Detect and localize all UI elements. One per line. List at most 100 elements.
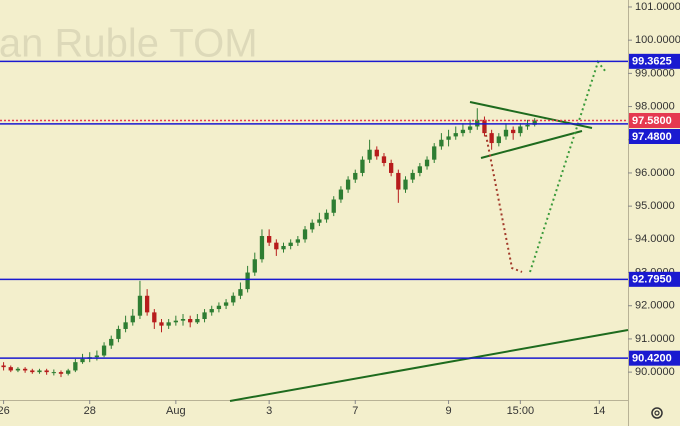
candle-body <box>58 372 64 374</box>
candle-body <box>460 129 466 134</box>
candle-body <box>245 272 250 290</box>
plot-area <box>1 108 537 378</box>
x-tick-label: 3 <box>266 405 272 417</box>
candle-body <box>310 222 315 230</box>
candle-body <box>295 239 301 243</box>
candle-body <box>417 166 423 173</box>
level-label: 97.4800 <box>632 131 672 143</box>
candle-body <box>101 345 107 356</box>
triangle-lower <box>480 130 583 159</box>
candle-body <box>231 295 236 303</box>
candle-body <box>432 146 437 160</box>
candle-body <box>94 355 100 358</box>
candle-body <box>22 368 28 371</box>
candle-body <box>123 322 128 329</box>
candle-body <box>518 126 523 134</box>
level-label-box <box>629 53 680 69</box>
level-label: 92.7950 <box>632 274 672 286</box>
candle-body <box>503 129 509 137</box>
candle-body <box>489 133 494 144</box>
level-label-box <box>629 271 680 287</box>
x-tick-label: 26 <box>0 405 10 417</box>
level-label-box <box>629 128 680 144</box>
candle-body <box>266 236 272 243</box>
candle-body <box>532 120 537 125</box>
candle-body <box>159 322 164 326</box>
candle-body <box>317 219 322 223</box>
x-tick-label: 9 <box>446 405 452 417</box>
y-tick-label: 92.0000 <box>635 300 675 312</box>
y-tick-label: 96.0000 <box>635 167 675 179</box>
y-tick-label: 99.0000 <box>635 67 675 79</box>
candle-body <box>152 312 157 323</box>
candle-body <box>511 129 516 134</box>
y-tick-label: 95.0000 <box>635 200 675 212</box>
candle-body <box>525 124 530 127</box>
candle-body <box>195 319 200 323</box>
candle-body <box>137 295 143 316</box>
candle-body <box>130 315 135 323</box>
y-tick-label: 100.0000 <box>635 34 680 46</box>
candle-body <box>238 289 243 296</box>
candle-body <box>109 338 114 346</box>
candle-body <box>446 136 451 140</box>
candle-body <box>274 242 279 250</box>
x-tick-label: 14 <box>593 405 605 417</box>
candle-body <box>281 245 286 250</box>
x-tick-label: Aug <box>166 405 186 417</box>
candle-body <box>173 320 178 323</box>
candle-body <box>259 236 265 260</box>
candle-body <box>439 139 444 147</box>
candle-body <box>410 172 415 180</box>
candle-body <box>302 229 308 240</box>
y-tick-label: 101.0000 <box>635 1 680 13</box>
candle-body <box>216 305 222 310</box>
level-label: 99.3625 <box>632 56 672 68</box>
y-tick-label: 91.0000 <box>635 333 675 345</box>
candle-body <box>496 136 501 144</box>
y-tick-label: 90.0000 <box>635 366 675 378</box>
candle-body <box>44 370 49 373</box>
settings-icon[interactable] <box>651 407 663 419</box>
candle-body <box>30 370 35 373</box>
candle-body <box>396 172 401 190</box>
x-tick-label: 15:00 <box>507 405 535 417</box>
candle-body <box>403 179 408 190</box>
candle-body <box>144 295 150 313</box>
gear-inner[interactable] <box>654 410 660 416</box>
candle-body <box>223 302 229 306</box>
candle-body <box>180 319 186 321</box>
candle-body <box>338 189 344 200</box>
candle-body <box>367 149 372 160</box>
candle-body <box>37 370 42 373</box>
y-tick-label: 98.0000 <box>635 100 675 112</box>
candle-body <box>166 322 171 326</box>
candle-body <box>381 156 387 163</box>
candle-body <box>15 368 21 371</box>
x-tick-label: 28 <box>84 405 96 417</box>
candle-body <box>80 358 85 363</box>
candle-body <box>353 172 358 180</box>
candle-body <box>1 365 6 368</box>
candle-body <box>331 199 336 213</box>
candle-body <box>467 126 473 130</box>
candle-body <box>66 370 71 374</box>
candle-body <box>202 312 207 320</box>
level-label: 97.5800 <box>632 115 672 127</box>
gear-outer[interactable] <box>651 407 663 419</box>
y-tick-label: 94.0000 <box>635 233 675 245</box>
projection-down <box>484 129 523 273</box>
trend-line <box>229 329 629 402</box>
candle-body <box>73 362 78 371</box>
candle-body <box>345 179 351 190</box>
x-tick-label: 7 <box>352 405 358 417</box>
candle-body <box>116 328 121 339</box>
level-label-box <box>629 112 680 128</box>
candle-body <box>209 309 214 313</box>
candle-body <box>360 159 365 173</box>
candle-body <box>453 133 458 137</box>
candle-body <box>389 162 394 173</box>
candle-body <box>324 212 329 220</box>
candle-body <box>374 149 379 157</box>
